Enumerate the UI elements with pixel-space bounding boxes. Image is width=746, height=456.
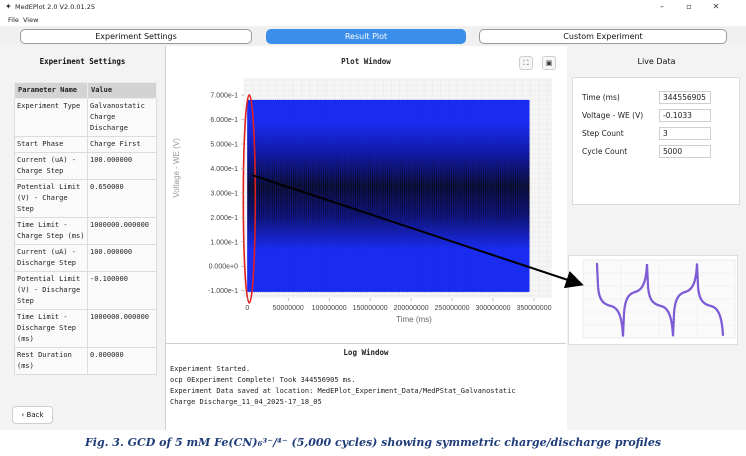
experiment-settings-pane: Experiment Settings Parameter Name Value… (0, 46, 166, 430)
log-line: Charge Discharge_11_04_2025-17_18_05 (170, 398, 322, 406)
log-pane: Log Window Experiment Started. ocp 0Expe… (166, 343, 566, 430)
table-row: Potential Limit (V) - Charge Step 0.65000… (14, 179, 157, 218)
y-tick-label: 4.000e-1 (210, 166, 238, 173)
live-data-title: Live Data (637, 57, 676, 66)
param-cell: Time Limit - Discharge Step (ms) (14, 309, 88, 348)
voltage-time-chart[interactable]: -1.000e-1 0.000e+0 1.000e-1 2.000e-1 3.000e-… (166, 76, 566, 338)
x-tick-label: 150000000 (353, 305, 388, 312)
voltage-label: Voltage - WE (V) (582, 111, 644, 120)
settings-table: Parameter Name Value Experiment Type Galv… (14, 82, 157, 375)
y-tick-label: 3.000e-1 (210, 190, 238, 197)
live-row-time: Time (ms) 344556905 (582, 91, 732, 105)
cycle-count-label: Cycle Count (582, 147, 628, 156)
inset-data-points (595, 262, 725, 338)
value-cell: 100.000000 (87, 152, 157, 180)
tab-experiment-settings[interactable]: Experiment Settings (20, 29, 252, 44)
live-row-cycle: Cycle Count 5000 (582, 145, 732, 159)
plot-title: Plot Window (341, 57, 391, 66)
tab-bar: Experiment Settings Result Plot Custom E… (0, 26, 746, 46)
param-cell: Current (uA) - Discharge Step (14, 244, 88, 272)
tab-result-plot[interactable]: Result Plot (266, 29, 466, 44)
value-cell: 1000000.000000 (87, 309, 157, 348)
close-button[interactable]: ✕ (712, 2, 720, 11)
x-tick-label: 350000000 (516, 305, 551, 312)
param-cell: Start Phase (14, 136, 88, 153)
window-title: MedEPlot 2.0 V2.0.01.25 (15, 3, 96, 11)
figure-caption: Fig. 3. GCD of 5 mM Fe(CN)₆³⁻/⁴⁻ (5,000 … (84, 436, 662, 449)
inset-chart (582, 259, 736, 339)
step-count-label: Step Count (582, 129, 624, 138)
x-tick-label: 250000000 (435, 305, 470, 312)
y-tick-label: 6.000e-1 (210, 117, 238, 124)
live-row-voltage: Voltage - WE (V) -0.1033 (582, 109, 732, 123)
log-title: Log Window (343, 348, 389, 357)
app-logo-icon: ✦ (5, 2, 12, 11)
time-label: Time (ms) (582, 93, 620, 102)
value-cell: 0.650000 (87, 179, 157, 218)
settings-header-row: Parameter Name Value (14, 82, 157, 99)
y-tick-label: 2.000e-1 (210, 215, 238, 222)
y-tick-label: -1.000e-1 (208, 288, 238, 295)
column-header-value: Value (87, 82, 157, 99)
value-cell: 0.000000 (87, 347, 157, 375)
param-cell: Time Limit - Charge Step (ms) (14, 217, 88, 245)
fit-view-icon[interactable]: ⛶ (519, 56, 533, 70)
tab-custom-experiment[interactable]: Custom Experiment (479, 29, 727, 44)
zoomed-inset-plot (568, 255, 738, 345)
log-output: Experiment Started. ocp 0Experiment Comp… (170, 364, 516, 408)
save-image-icon[interactable]: ▣ (542, 56, 556, 70)
log-line: ocp 0Experiment Complete! Took 344556905… (170, 376, 356, 384)
live-data-box: Time (ms) 344556905 Voltage - WE (V) -0.… (572, 77, 740, 205)
param-cell: Current (uA) - Charge Step (14, 152, 88, 180)
y-axis-label: Voltage - WE (V) (172, 138, 181, 198)
back-button-label: Back (26, 411, 44, 419)
y-tick-label: 5.000e-1 (210, 142, 238, 149)
table-row: Rest Duration (ms) 0.000000 (14, 347, 157, 375)
column-header-parameter: Parameter Name (14, 82, 88, 99)
voltage-field[interactable]: -0.1033 (659, 109, 711, 122)
table-row: Current (uA) - Discharge Step 100.000000 (14, 244, 157, 272)
time-field[interactable]: 344556905 (659, 91, 711, 104)
maximize-button[interactable]: ▫ (686, 2, 692, 11)
y-tick-label: 1.000e-1 (210, 239, 238, 246)
value-cell: 1000000.000000 (87, 217, 157, 245)
x-tick-label: 100000000 (312, 305, 347, 312)
menu-view[interactable]: View (23, 16, 39, 24)
param-cell: Experiment Type (14, 98, 88, 137)
log-line: Experiment Started. (170, 365, 251, 373)
param-cell: Potential Limit (V) - Charge Step (14, 179, 88, 218)
value-cell: Charge First (87, 136, 157, 153)
x-tick-label: 300000000 (475, 305, 510, 312)
back-button[interactable]: ‹ Back (12, 406, 53, 424)
x-tick-label: 0 (245, 305, 249, 312)
value-cell: 100.000000 (87, 244, 157, 272)
cycle-count-field[interactable]: 5000 (659, 145, 711, 158)
table-row: Experiment Type Galvanostatic Charge Disc… (14, 98, 157, 137)
y-tick-label: 0.000e+0 (209, 264, 238, 271)
log-line: Experiment Data saved at location: MedEP… (170, 387, 516, 395)
value-cell: Galvanostatic Charge Discharge (87, 98, 157, 137)
settings-title: Experiment Settings (39, 57, 126, 66)
table-row: Time Limit - Charge Step (ms) 1000000.000… (14, 217, 157, 245)
step-count-field[interactable]: 3 (659, 127, 711, 140)
table-row: Potential Limit (V) - Discharge Step -0.1… (14, 271, 157, 310)
menu-bar: File View (0, 15, 746, 26)
param-cell: Potential Limit (V) - Discharge Step (14, 271, 88, 310)
title-bar: ✦ MedEPlot 2.0 V2.0.01.25 – ▫ ✕ (0, 0, 746, 15)
live-row-step: Step Count 3 (582, 127, 732, 141)
y-tick-label: 7.000e-1 (210, 93, 238, 100)
table-row: Start Phase Charge First (14, 136, 157, 153)
table-row: Time Limit - Discharge Step (ms) 1000000.… (14, 309, 157, 348)
x-axis-label: Time (ms) (396, 315, 432, 324)
menu-file[interactable]: File (8, 16, 19, 24)
table-row: Current (uA) - Charge Step 100.000000 (14, 152, 157, 180)
param-cell: Rest Duration (ms) (14, 347, 88, 375)
chevron-left-icon: ‹ (21, 411, 27, 419)
x-tick-label: 50000000 (273, 305, 304, 312)
live-data-pane: Live Data Time (ms) 344556905 Voltage - … (567, 46, 746, 430)
x-tick-label: 200000000 (394, 305, 429, 312)
minimize-button[interactable]: – (660, 2, 664, 11)
value-cell: -0.100000 (87, 271, 157, 310)
